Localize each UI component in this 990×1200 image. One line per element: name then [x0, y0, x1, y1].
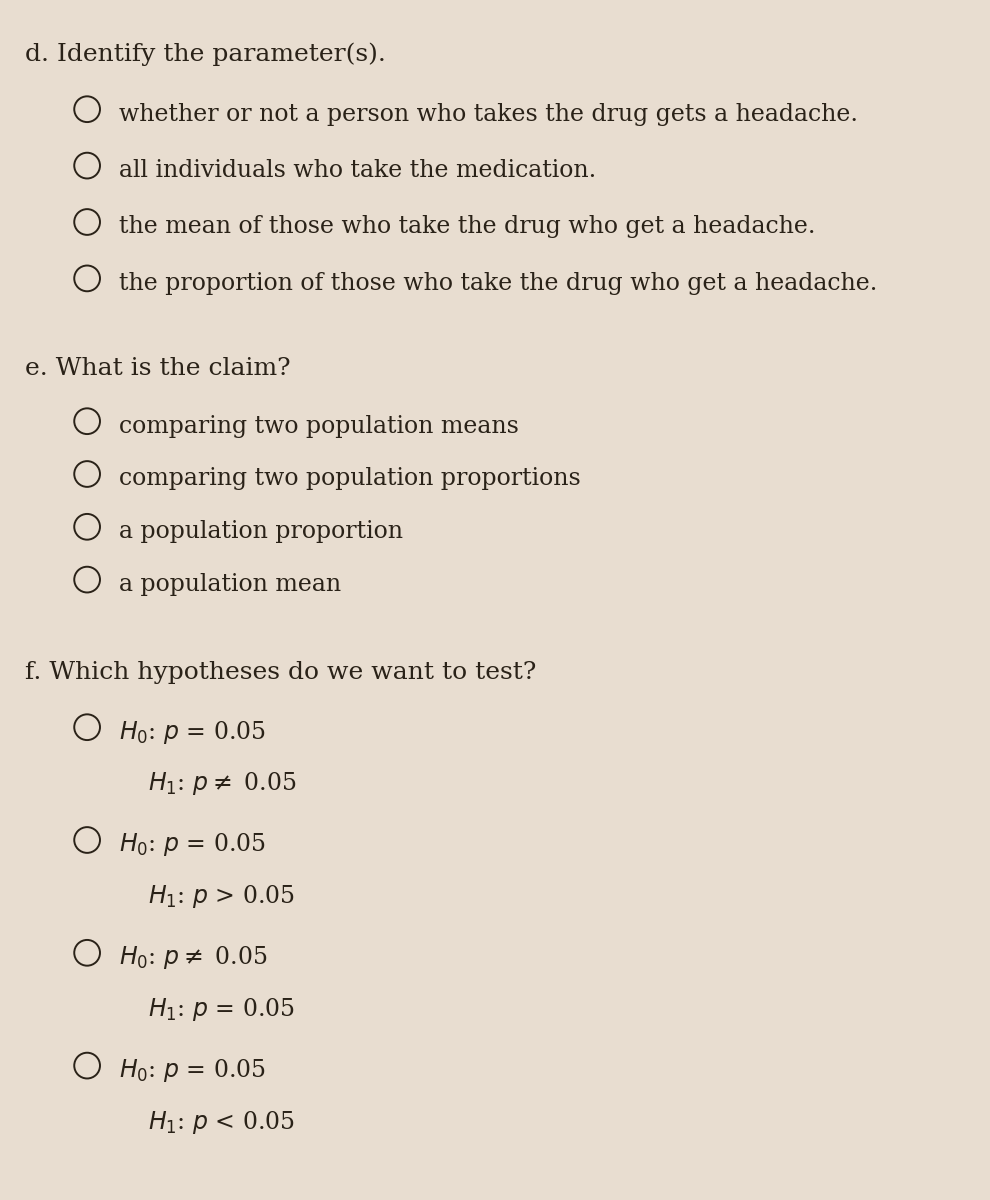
- Text: $H_1$: $p$ = 0.05: $H_1$: $p$ = 0.05: [148, 996, 296, 1022]
- Text: $H_1$: $p$ > 0.05: $H_1$: $p$ > 0.05: [148, 883, 296, 910]
- Text: $H_0$: $p$ = 0.05: $H_0$: $p$ = 0.05: [119, 832, 266, 858]
- Text: d. Identify the parameter(s).: d. Identify the parameter(s).: [25, 42, 386, 66]
- Text: f. Which hypotheses do we want to test?: f. Which hypotheses do we want to test?: [25, 660, 537, 684]
- Text: a population mean: a population mean: [119, 572, 341, 596]
- Text: $H_1$: $p$ < 0.05: $H_1$: $p$ < 0.05: [148, 1109, 296, 1135]
- Text: e. What is the claim?: e. What is the claim?: [25, 356, 290, 380]
- Text: $H_0$: $p \neq$ 0.05: $H_0$: $p \neq$ 0.05: [119, 944, 267, 971]
- Text: comparing two population means: comparing two population means: [119, 414, 519, 438]
- Text: $H_1$: $p \neq$ 0.05: $H_1$: $p \neq$ 0.05: [148, 770, 297, 797]
- Text: comparing two population proportions: comparing two population proportions: [119, 467, 580, 491]
- Text: all individuals who take the medication.: all individuals who take the medication.: [119, 158, 596, 182]
- Text: the mean of those who take the drug who get a headache.: the mean of those who take the drug who …: [119, 215, 816, 239]
- Text: the proportion of those who take the drug who get a headache.: the proportion of those who take the dru…: [119, 271, 877, 295]
- Text: $H_0$: $p$ = 0.05: $H_0$: $p$ = 0.05: [119, 719, 266, 745]
- Text: a population proportion: a population proportion: [119, 520, 403, 544]
- Text: whether or not a person who takes the drug gets a headache.: whether or not a person who takes the dr…: [119, 102, 857, 126]
- Text: $H_0$: $p$ = 0.05: $H_0$: $p$ = 0.05: [119, 1057, 266, 1084]
